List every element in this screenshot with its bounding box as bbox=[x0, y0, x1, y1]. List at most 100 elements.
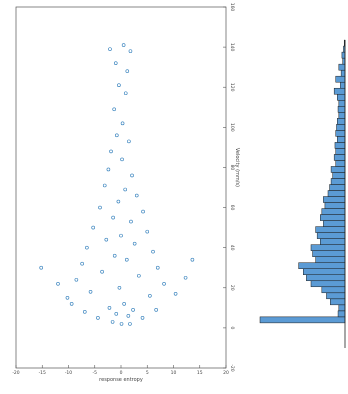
scatter-point bbox=[117, 83, 121, 88]
scatter-point bbox=[132, 241, 137, 246]
scatter-point bbox=[121, 43, 126, 47]
scatter-point bbox=[123, 187, 127, 192]
histogram-y-axis-label: Velocity (mm/s) bbox=[234, 148, 240, 187]
scatter-point bbox=[148, 293, 152, 298]
scatter-point bbox=[151, 249, 155, 254]
scatter-point bbox=[104, 237, 109, 242]
histogram-bar bbox=[338, 63, 346, 71]
histogram-bar bbox=[340, 69, 346, 77]
histogram-bar bbox=[303, 268, 346, 275]
histogram-bar bbox=[337, 310, 346, 318]
scatter-x-axis: -20 -15 -10 -5 0 5 10 15 20 bbox=[12, 365, 229, 376]
histogram-bar bbox=[306, 274, 346, 282]
scatter-point bbox=[65, 296, 70, 300]
scatter-point bbox=[125, 69, 130, 73]
histogram-bar bbox=[259, 316, 346, 324]
scatter-x-tick-label: -15 bbox=[39, 370, 46, 376]
histogram-bar bbox=[335, 130, 346, 137]
scatter-point bbox=[120, 121, 125, 126]
histogram-bar bbox=[316, 232, 346, 239]
scatter-y-axis: -20 0 20 40 60 80 100 120 140 160 bbox=[223, 3, 235, 372]
scatter-point bbox=[113, 61, 118, 65]
scatter-point bbox=[100, 269, 104, 274]
scatter-plot: -20 -15 -10 -5 0 5 10 15 20 -20 0 20 40 60 80 100 120 14… bbox=[12, 3, 235, 383]
scatter-x-tick-label: -5 bbox=[93, 370, 98, 376]
scatter-point bbox=[127, 139, 131, 144]
scatter-x-tick-label: -10 bbox=[65, 370, 72, 376]
histogram-bar bbox=[310, 244, 346, 251]
histogram-bar bbox=[320, 238, 346, 245]
scatter-point bbox=[85, 245, 89, 250]
scatter-point bbox=[123, 91, 128, 96]
scatter-y-tick-label: 0 bbox=[229, 326, 235, 329]
scatter-y-tick-label: 60 bbox=[229, 205, 235, 211]
histogram: Velocity (mm/s) bbox=[234, 39, 346, 348]
scatter-x-axis-label: response entropy bbox=[99, 377, 143, 383]
scatter-point bbox=[114, 312, 119, 316]
scatter-x-tick-label: 0 bbox=[120, 370, 123, 376]
scatter-y-tick-label: 20 bbox=[229, 285, 235, 291]
histogram-bar bbox=[323, 196, 346, 203]
scatter-point bbox=[111, 215, 115, 220]
scatter-x-tick-label: -20 bbox=[12, 370, 19, 376]
histogram-bar bbox=[330, 178, 346, 185]
scatter-point bbox=[122, 302, 126, 306]
scatter-points bbox=[39, 43, 195, 326]
scatter-point bbox=[109, 149, 113, 154]
scatter-y-tick-label: 160 bbox=[229, 3, 235, 12]
scatter-point bbox=[80, 261, 84, 266]
scatter-point bbox=[120, 157, 124, 162]
scatter-point bbox=[131, 308, 135, 312]
scatter-x-tick-label: 5 bbox=[146, 370, 149, 376]
histogram-bar bbox=[330, 166, 346, 173]
scatter-point bbox=[91, 225, 95, 230]
scatter-point bbox=[140, 316, 145, 320]
scatter-point bbox=[116, 199, 121, 204]
scatter-y-tick-label: 120 bbox=[229, 83, 235, 92]
scatter-point bbox=[141, 209, 145, 214]
scatter-point bbox=[128, 49, 133, 53]
scatter-point bbox=[102, 183, 107, 188]
histogram-bar bbox=[338, 100, 346, 107]
histogram-bar bbox=[330, 298, 346, 306]
scatter-point bbox=[115, 133, 119, 138]
scatter-y-tick-label: 100 bbox=[229, 123, 235, 132]
histogram-bar bbox=[336, 124, 346, 131]
scatter-point bbox=[190, 257, 195, 262]
scatter-point bbox=[98, 205, 102, 210]
histogram-bar bbox=[338, 304, 346, 312]
histogram-bar bbox=[326, 292, 346, 300]
scatter-point bbox=[112, 107, 116, 112]
scatter-y-tick-label: -20 bbox=[229, 364, 235, 371]
histogram-bar bbox=[337, 118, 346, 125]
histogram-bar bbox=[340, 81, 346, 89]
scatter-point bbox=[74, 277, 79, 282]
scatter-x-tick-label: 10 bbox=[171, 370, 177, 376]
histogram-bar bbox=[335, 148, 346, 155]
histogram-bar bbox=[332, 172, 346, 179]
scatter-point bbox=[69, 302, 74, 306]
scatter-y-tick-label: 40 bbox=[229, 245, 235, 251]
histogram-bar bbox=[333, 154, 346, 161]
scatter-point bbox=[107, 306, 112, 310]
histogram-bar bbox=[298, 262, 346, 269]
histogram-bar bbox=[338, 112, 346, 119]
histogram-bar bbox=[321, 286, 346, 294]
histogram-bar bbox=[334, 142, 346, 149]
scatter-point bbox=[56, 281, 60, 286]
scatter-point bbox=[145, 229, 150, 234]
histogram-bar bbox=[333, 87, 346, 95]
scatter-point bbox=[117, 285, 122, 290]
scatter-point bbox=[82, 310, 87, 314]
histogram-bar bbox=[315, 256, 346, 263]
histogram-bar bbox=[337, 136, 346, 143]
scatter-point bbox=[112, 253, 117, 258]
scatter-point bbox=[108, 47, 112, 51]
scatter-point bbox=[124, 257, 129, 262]
histogram-bar bbox=[320, 214, 346, 221]
histogram-bar bbox=[335, 75, 346, 83]
histogram-bar bbox=[337, 106, 346, 113]
scatter-x-tick-label: 15 bbox=[197, 370, 203, 376]
scatter-plot-frame bbox=[15, 6, 227, 369]
